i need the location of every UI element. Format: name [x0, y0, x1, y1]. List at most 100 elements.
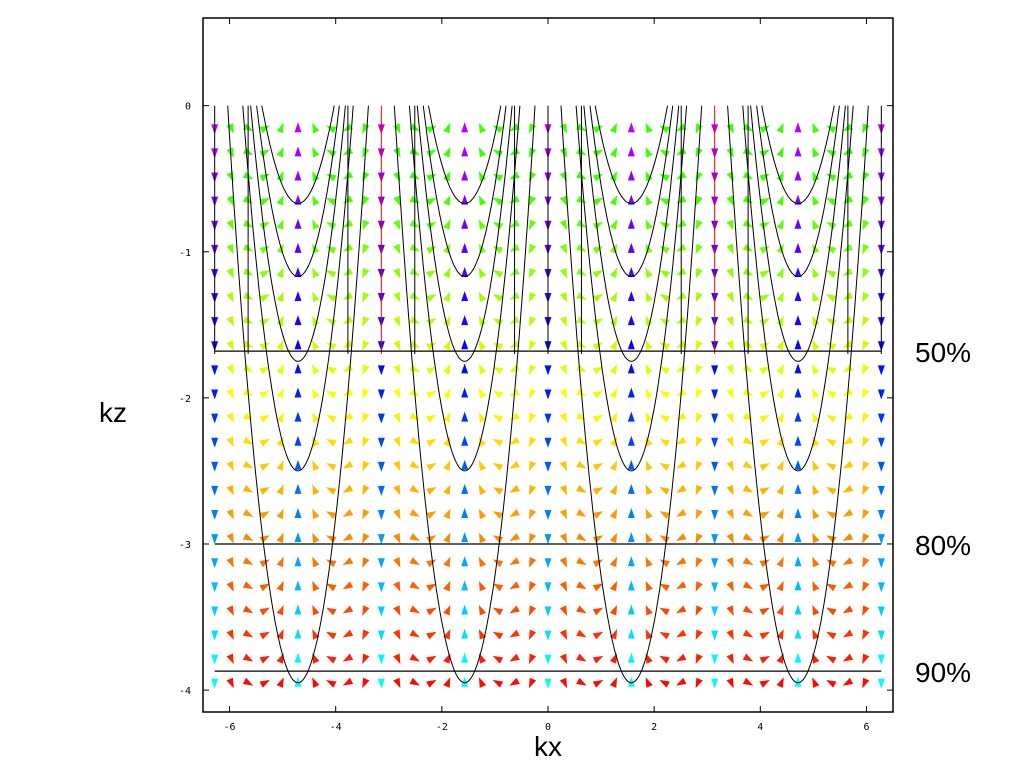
vector-arrow [742, 484, 754, 493]
vector-arrow [426, 342, 437, 351]
vector-arrow [377, 582, 385, 593]
vector-arrow [259, 414, 270, 423]
vector-arrow [528, 243, 537, 255]
vector-arrow [759, 366, 770, 375]
vector-arrow [259, 270, 270, 278]
vector-arrow [826, 173, 837, 182]
vector-arrow [776, 580, 784, 592]
vector-arrow [312, 604, 320, 616]
vector-arrow [559, 195, 568, 207]
vector-arrow [659, 390, 670, 399]
vector-arrow [592, 655, 604, 664]
vector-arrow [559, 267, 568, 279]
vector-arrow [877, 365, 885, 376]
vector-arrow [794, 556, 802, 567]
vector-arrow [226, 316, 234, 327]
vector-arrow [492, 366, 504, 375]
vector-arrow [659, 559, 670, 568]
vector-arrow [276, 484, 284, 495]
vector-arrow [426, 366, 437, 375]
vector-arrow [826, 655, 837, 664]
contour-line [428, 105, 502, 205]
vector-arrow [842, 484, 854, 493]
vector-arrow [576, 629, 587, 638]
vector-arrow [478, 339, 487, 351]
vector-arrow [711, 485, 719, 496]
vector-arrow [627, 339, 635, 350]
vector-arrow [609, 677, 618, 688]
vector-arrow [312, 556, 320, 568]
vector-arrow [492, 197, 504, 206]
vector-arrow [592, 173, 604, 182]
vector-arrow [592, 631, 604, 640]
vector-arrow [812, 653, 820, 664]
vector-arrow [759, 679, 770, 688]
vector-arrow [794, 411, 802, 422]
vector-arrow [559, 388, 568, 399]
vector-arrow [659, 679, 670, 688]
vector-arrow [478, 604, 487, 616]
vector-arrow [794, 242, 802, 253]
vector-arrow [276, 171, 284, 182]
vector-arrow [276, 508, 284, 520]
vector-arrow [492, 221, 504, 230]
vector-arrow [294, 194, 302, 205]
vector-arrow [609, 532, 618, 544]
vector-arrow [812, 315, 820, 327]
vector-arrow [492, 173, 504, 182]
vector-arrow [676, 533, 687, 541]
vector-arrow [443, 653, 451, 664]
vector-arrow [294, 604, 302, 615]
vector-arrow [659, 462, 670, 471]
vector-arrow [609, 484, 618, 495]
vector-arrow [544, 678, 552, 689]
vector-arrow [544, 485, 552, 496]
vector-arrow [478, 653, 487, 664]
vector-arrow [226, 243, 234, 255]
vector-arrow [426, 438, 437, 447]
vector-arrow [409, 364, 420, 373]
vector-arrow [659, 294, 670, 303]
vector-arrow [461, 508, 469, 519]
vector-arrow [877, 485, 885, 496]
y-tick-label: -3 [179, 540, 191, 551]
vector-arrow [645, 267, 653, 279]
vector-arrow [294, 532, 302, 543]
vector-arrow [759, 511, 770, 519]
vector-arrow [826, 438, 837, 447]
vector-arrow [576, 509, 587, 517]
vector-arrow [794, 483, 802, 494]
vector-arrow [759, 583, 770, 592]
vector-arrow [645, 122, 653, 134]
vector-arrow [393, 677, 401, 689]
vector-arrow [659, 366, 670, 375]
vector-arrow [443, 171, 451, 182]
vector-arrow [695, 243, 703, 255]
vector-arrow [226, 605, 234, 616]
vector-arrow [559, 677, 568, 689]
vector-arrow [326, 583, 337, 592]
vector-arrow [711, 437, 719, 448]
vector-arrow [211, 413, 219, 424]
vector-arrow [461, 580, 469, 591]
contour-line [261, 105, 335, 205]
vector-arrow [294, 291, 302, 302]
vector-arrow [759, 535, 770, 544]
vector-arrow [461, 604, 469, 615]
vector-arrow [294, 266, 302, 277]
vector-arrow [528, 364, 537, 375]
vector-arrow [609, 604, 618, 616]
vector-arrow [695, 267, 703, 279]
vector-arrow [862, 195, 870, 207]
vector-arrow [461, 652, 469, 663]
vector-arrow [676, 629, 687, 638]
vector-arrow [559, 436, 568, 448]
vector-arrow [776, 146, 784, 158]
vector-arrow [645, 291, 653, 303]
vector-arrow [877, 678, 885, 689]
vector-arrow [409, 629, 420, 638]
vector-arrow [226, 195, 234, 207]
vector-arrow [528, 533, 537, 544]
vector-arrow [509, 605, 520, 614]
vector-arrow [377, 630, 385, 641]
